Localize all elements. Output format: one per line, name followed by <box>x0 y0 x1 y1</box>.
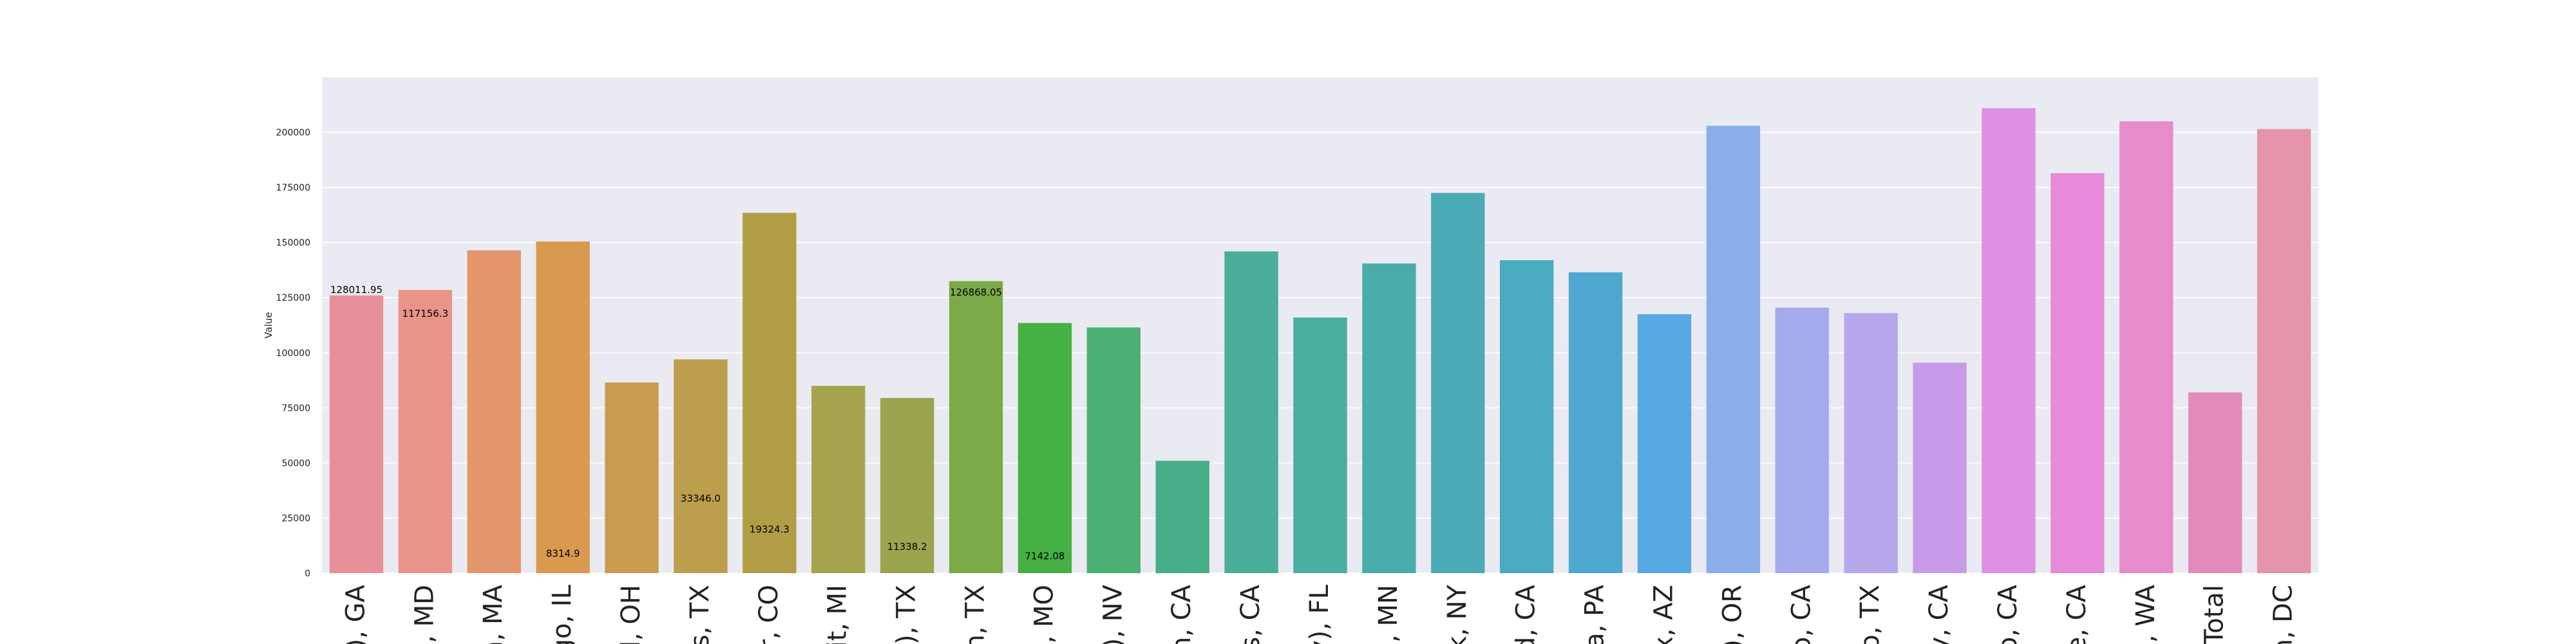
data-label: 128011.95 <box>330 284 383 296</box>
x-tick-label: y), OR <box>1718 585 1747 644</box>
bar <box>811 386 866 573</box>
data-labels: 128011.95 117156.3 8314.9 33346.0 19324.3 113… <box>330 284 1065 562</box>
y-tick-label: 25000 <box>281 513 310 524</box>
x-tick-label: ty, MO <box>1029 585 1059 644</box>
x-tick-label: y), NV <box>1098 584 1128 644</box>
x-tick-label: nix, AZ <box>1649 585 1678 644</box>
bar <box>1431 193 1485 574</box>
bar <box>1293 317 1347 573</box>
bar <box>1982 108 2036 573</box>
bar-series <box>329 108 2311 574</box>
y-tick-label: 200000 <box>276 128 310 138</box>
y-axis-label: Value <box>263 312 274 338</box>
x-tick-label: . Total <box>2200 585 2230 644</box>
x-tick-label: er, CO <box>754 585 784 644</box>
y-tick-label: 100000 <box>276 348 310 359</box>
bar <box>1500 260 1554 573</box>
bar <box>1362 263 1416 573</box>
y-tick-label: 125000 <box>276 293 310 303</box>
data-label: 8314.9 <box>546 548 580 560</box>
bar <box>1637 314 1692 573</box>
data-label: 7142.08 <box>1025 551 1065 562</box>
data-label: 33346.0 <box>681 493 721 504</box>
bar <box>467 250 521 573</box>
x-tick-label: rk, NY <box>1443 584 1472 644</box>
x-tick-label: to, CA <box>1786 584 1816 644</box>
bar <box>329 295 384 573</box>
bar <box>880 397 934 573</box>
bar <box>1775 307 1829 573</box>
y-axis-ticks: 0 25000 50000 75000 100000 125000 150000 175000… <box>276 128 310 579</box>
x-tick-label: e, MD <box>410 585 439 644</box>
bar <box>1018 323 1072 573</box>
bar <box>536 241 590 573</box>
x-tick-label: as, TX <box>685 585 715 644</box>
y-tick-label: 150000 <box>276 238 310 249</box>
bar <box>743 213 797 573</box>
x-tick-label: se, CA <box>2062 584 2092 644</box>
data-label: 126868.05 <box>950 287 1002 298</box>
bar <box>1086 327 1141 573</box>
data-label: 11338.2 <box>887 541 927 553</box>
x-tick-label: y), TX <box>892 585 922 644</box>
bar <box>605 382 659 573</box>
bar <box>1224 251 1278 573</box>
x-tick-label: y), GA <box>341 584 370 644</box>
x-axis-ticks: y), GA e, MD n, MA ago, IL d, OH as, TX er, CO… <box>341 584 2298 644</box>
x-tick-label: n, MA <box>478 584 508 644</box>
bar <box>1913 363 1967 573</box>
x-tick-label: nd, CA <box>1511 584 1541 644</box>
x-tick-label: h, CA <box>1167 584 1197 644</box>
x-tick-label: ago, IL <box>547 584 577 644</box>
x-tick-label: co, CA <box>1993 584 2023 644</box>
y-tick-label: 175000 <box>276 183 310 193</box>
x-tick-label: es, CA <box>1236 584 1265 644</box>
x-tick-label: io, TX <box>1855 585 1885 644</box>
bar <box>2257 129 2311 573</box>
bar <box>949 281 1003 573</box>
x-tick-label: ia, PA <box>1580 584 1610 644</box>
x-tick-label: d, OH <box>616 585 646 644</box>
bar <box>1706 126 1761 574</box>
bar <box>674 359 728 573</box>
x-tick-label: ty), FL <box>1305 584 1334 644</box>
bar <box>398 290 453 573</box>
y-tick-label: 50000 <box>281 459 310 469</box>
bar <box>2050 173 2105 573</box>
bar <box>1155 460 1209 573</box>
bar <box>1568 272 1623 573</box>
data-label: 19324.3 <box>750 524 790 535</box>
y-tick-label: 0 <box>305 569 310 579</box>
x-tick-label: oit, MI <box>823 585 853 644</box>
bar <box>2188 392 2242 573</box>
bar <box>1844 313 1898 573</box>
x-tick-label: s, MN <box>1374 585 1403 644</box>
data-label: 117156.3 <box>402 308 449 319</box>
x-tick-label: ty, CA <box>1924 584 1954 644</box>
y-tick-label: 75000 <box>281 403 310 413</box>
x-tick-label: e, WA <box>2131 584 2161 644</box>
bar <box>2119 121 2174 573</box>
x-tick-label: on, TX <box>961 585 990 644</box>
x-tick-label: n, DC <box>2269 585 2298 644</box>
